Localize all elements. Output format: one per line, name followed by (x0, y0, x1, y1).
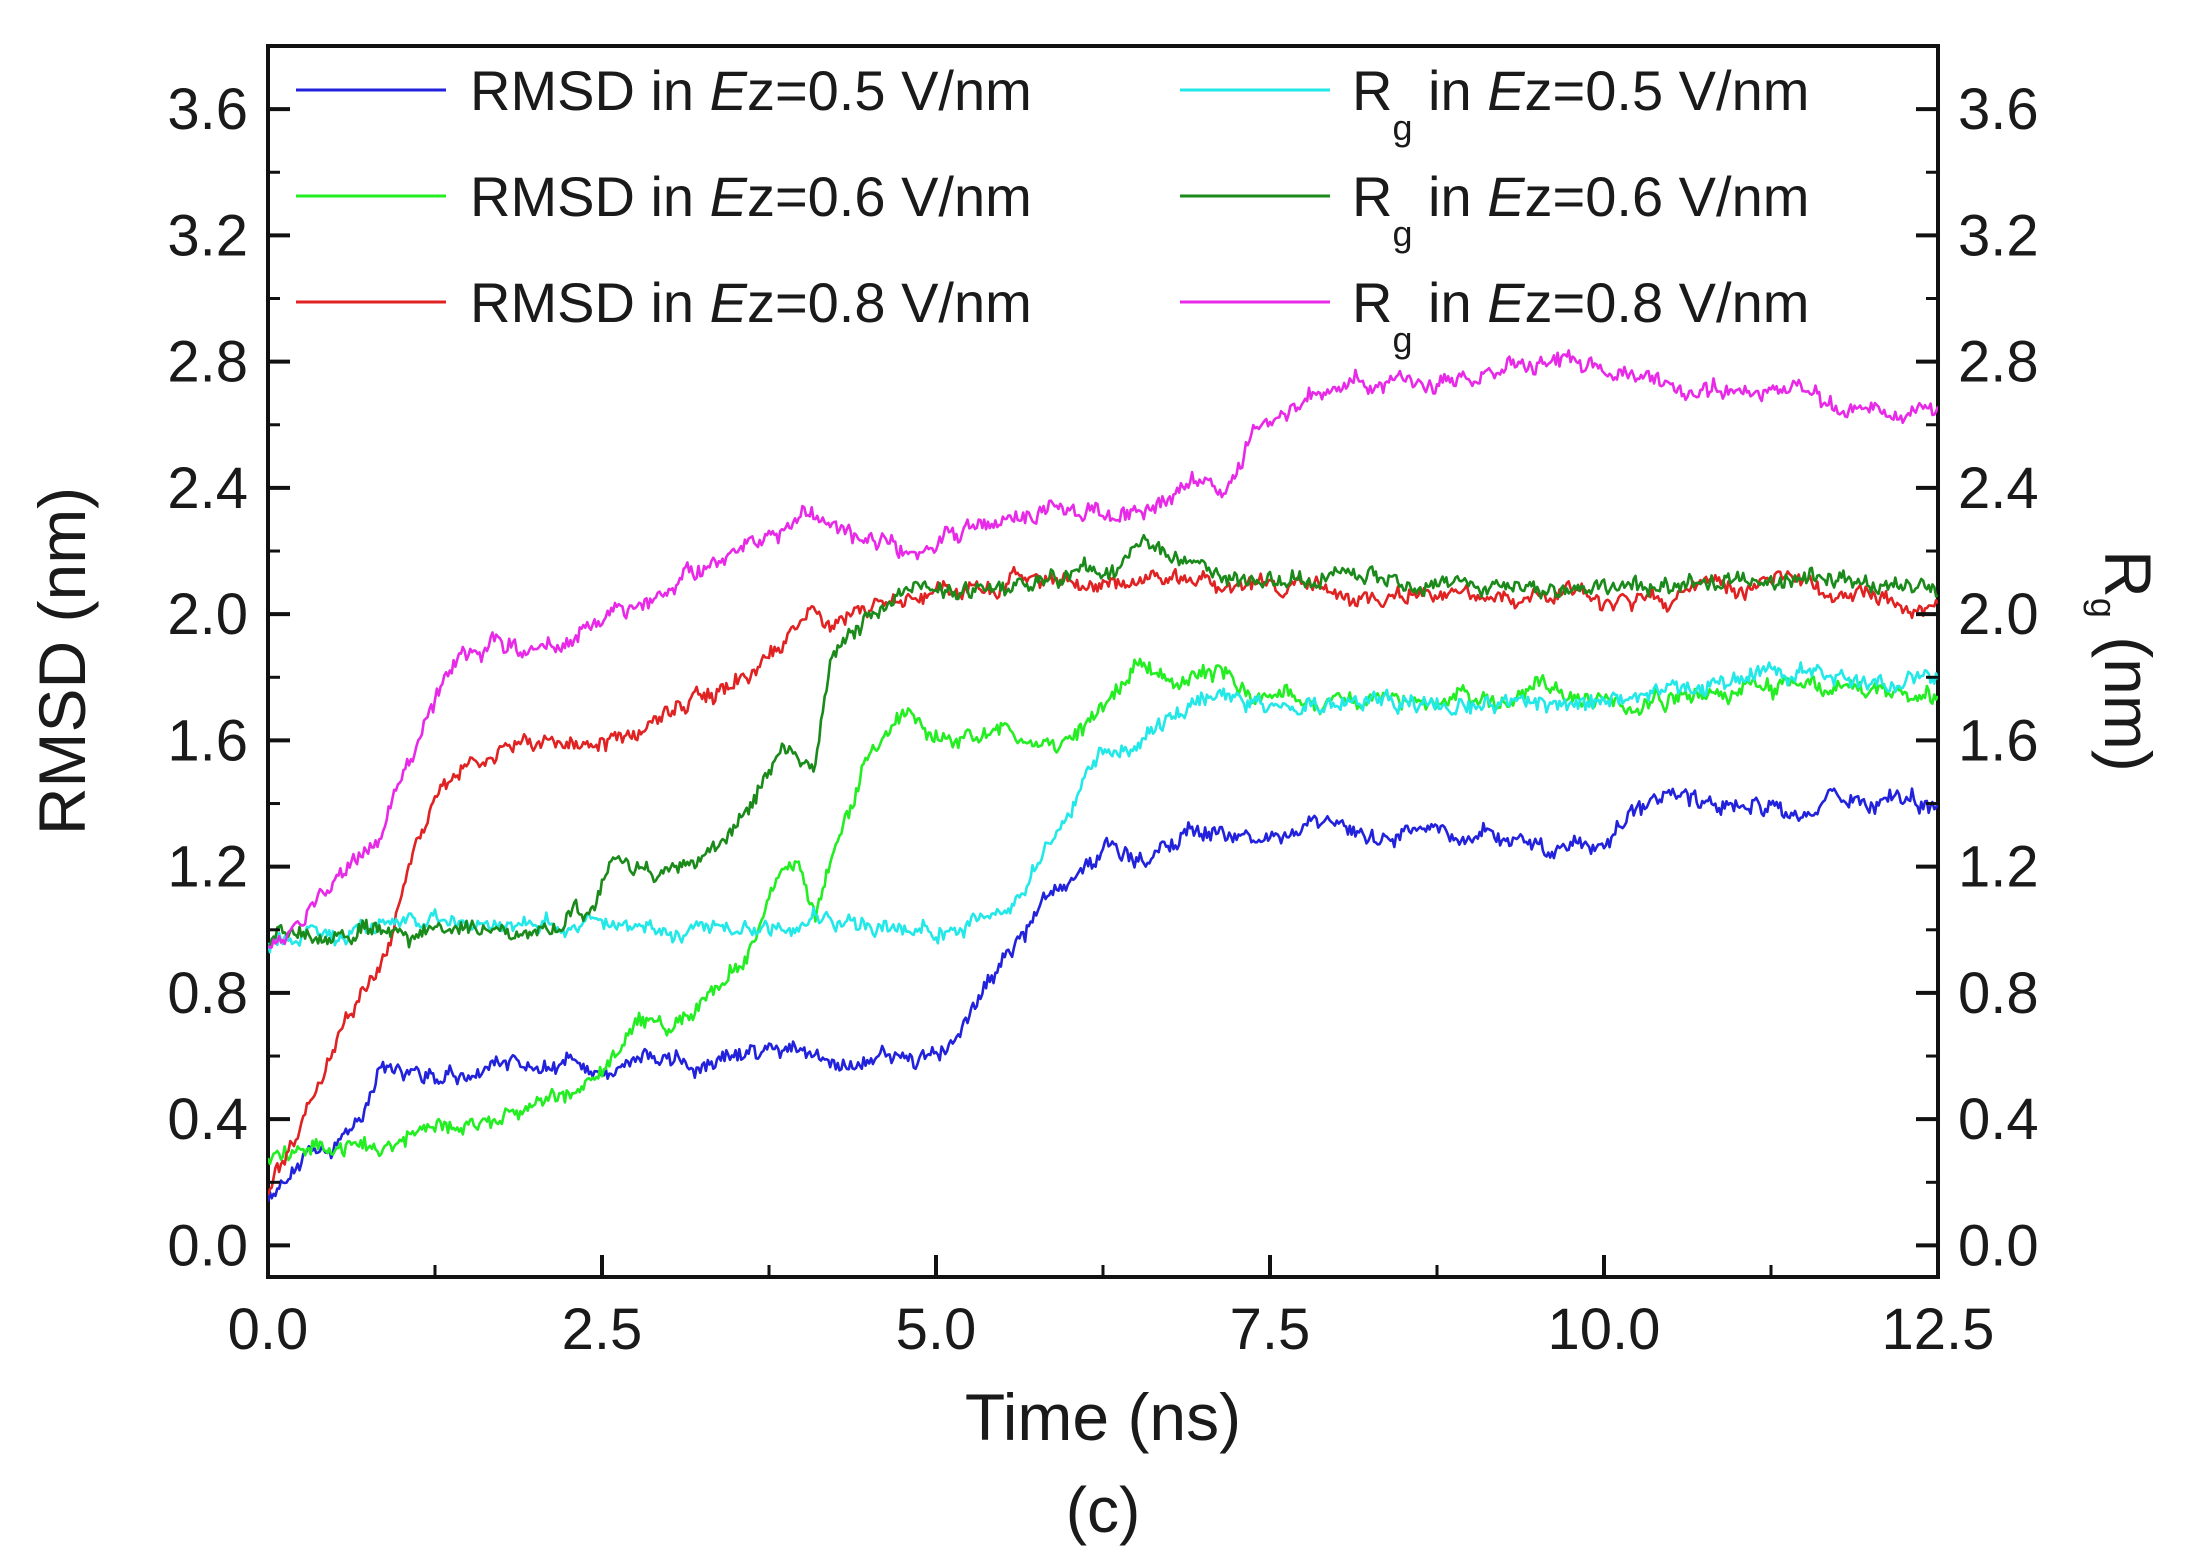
y-right-tick-label: 0.0 (1958, 1213, 2039, 1278)
y-right-tick-label: 0.8 (1958, 961, 2039, 1026)
y-right-tick-label: 0.4 (1958, 1087, 2039, 1152)
series-line-3 (268, 565, 1938, 1196)
x-tick-label: 2.5 (562, 1297, 643, 1362)
series-line-6 (268, 349, 1938, 949)
legend-label: Rg in Ez=0.8 V/nm (1352, 271, 1809, 360)
y-right-tick-label: 1.6 (1958, 708, 2039, 773)
x-tick-label: 0.0 (228, 1297, 309, 1362)
y-tick-label: 0.4 (167, 1087, 248, 1152)
x-tick-label: 7.5 (1230, 1297, 1311, 1362)
y-right-tick-label: 3.6 (1958, 77, 2039, 142)
x-tick-label: 10.0 (1548, 1297, 1661, 1362)
legend-label: RMSD in Ez=0.8 V/nm (470, 271, 1032, 334)
series-line-5 (268, 533, 1938, 949)
legend-label: Rg in Ez=0.5 V/nm (1352, 59, 1809, 148)
series-line-2 (268, 657, 1938, 1166)
series-layer (268, 349, 1938, 1202)
svg-text:Rg (nm): Rg (nm) (2083, 550, 2165, 772)
y-right-tick-label: 1.2 (1958, 835, 2039, 900)
y-tick-label: 0.0 (167, 1213, 248, 1278)
legend-label: Rg in Ez=0.6 V/nm (1352, 165, 1809, 254)
x-axis-title: Time (ns) (965, 1380, 1241, 1454)
y-axis-title-right-main: R (2091, 550, 2165, 598)
x-tick-label: 12.5 (1882, 1297, 1995, 1362)
legend-label: RMSD in Ez=0.6 V/nm (470, 165, 1032, 228)
legend-label: RMSD in Ez=0.5 V/nm (470, 59, 1032, 122)
y-right-tick-label: 2.4 (1958, 456, 2039, 521)
y-tick-label: 3.2 (167, 203, 248, 268)
y-axis-title-right-sub: g (2083, 598, 2124, 618)
y-tick-label: 2.8 (167, 330, 248, 395)
y-axis-title-right-rest: (nm) (2091, 618, 2165, 772)
y-tick-label: 1.6 (167, 708, 248, 773)
y-right-tick-label: 3.2 (1958, 203, 2039, 268)
y-tick-label: 2.0 (167, 582, 248, 647)
y-tick-label: 0.8 (167, 961, 248, 1026)
y-axis-title-right: Rg (nm) (2083, 550, 2165, 772)
y-axis-title: RMSD (nm) (25, 487, 99, 835)
y-tick-label: 2.4 (167, 456, 248, 521)
ticks-layer: 0.0 2.5 5.0 7.5 10.0 12.5 0.0 0.4 0.8 1.2 1.6 2.0 2.… (167, 77, 2038, 1362)
y-right-tick-label: 2.8 (1958, 330, 2039, 395)
y-tick-label: 3.6 (167, 77, 248, 142)
y-tick-label: 1.2 (167, 835, 248, 900)
plot-frame (266, 44, 1940, 1279)
caption: (c) (1066, 1474, 1141, 1546)
x-tick-label: 5.0 (896, 1297, 977, 1362)
series-line-1 (268, 787, 1938, 1202)
y-right-tick-label: 2.0 (1958, 582, 2039, 647)
legend: RMSD in Ez=0.5 V/nm RMSD in Ez=0.6 V/nm RM… (296, 59, 1809, 360)
series-line-4 (268, 661, 1938, 954)
